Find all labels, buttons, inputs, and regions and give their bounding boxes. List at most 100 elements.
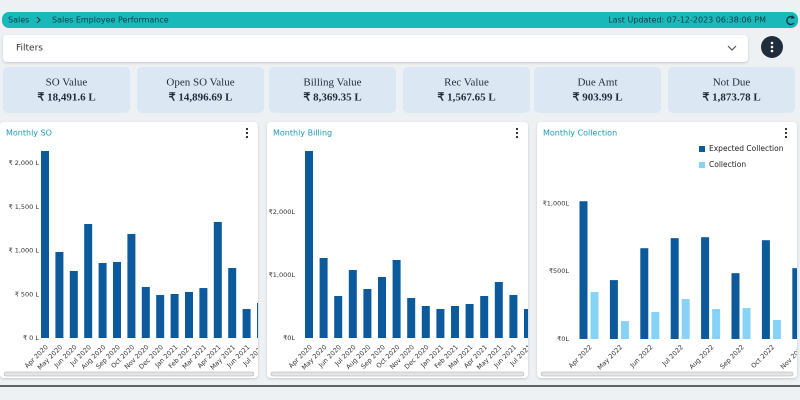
filters-chevron: [727, 45, 737, 51]
scrollbar[interactable]: [540, 371, 794, 377]
bar: [509, 294, 518, 338]
bar: [701, 237, 710, 339]
bar: [55, 251, 64, 338]
kpi-value: ₹ 1,873.78 L: [702, 92, 760, 104]
bar: [319, 257, 328, 338]
y-tick-label: ₹500L: [549, 267, 570, 275]
chart-menu[interactable]: [784, 127, 788, 131]
bar: [772, 320, 781, 339]
bar: [465, 303, 474, 338]
bar: [407, 297, 416, 338]
bar: [185, 291, 193, 338]
bar: [681, 299, 690, 339]
kpi-card: [403, 67, 530, 113]
bar: [494, 281, 503, 338]
scrollbar[interactable]: [270, 371, 525, 377]
legend-swatch: [699, 146, 705, 152]
chart-menu[interactable]: [784, 135, 788, 139]
chart-title: Monthly Collection: [543, 129, 617, 138]
chart-menu[interactable]: [245, 131, 249, 135]
kpi-label: Open SO Value: [166, 77, 234, 89]
kpi-label: Rec Value: [444, 77, 489, 89]
menu-button[interactable]: [761, 36, 783, 58]
y-tick-label: ₹2,000L: [269, 208, 296, 216]
bar: [213, 221, 222, 338]
chart-menu[interactable]: [515, 127, 519, 131]
bar: [199, 288, 208, 338]
bar: [579, 201, 588, 339]
bar: [480, 295, 489, 338]
bar: [670, 238, 679, 339]
chart-panel: [537, 122, 797, 378]
bar: [761, 240, 770, 339]
bar: [170, 293, 179, 338]
bar: [620, 321, 629, 339]
bar: [156, 295, 165, 338]
chart-row: Monthly SO ₹ 0 L ₹ 500 L ₹ 1,000 L ₹ 1,500 L…: [0, 122, 797, 378]
y-tick-label: ₹ 2,000 L: [9, 159, 40, 167]
scrollbar[interactable]: [3, 371, 255, 377]
bar: [305, 151, 313, 338]
kpi-card: [3, 67, 130, 113]
bar: [421, 305, 430, 338]
breadcrumb-separator: [36, 16, 41, 24]
y-tick-label: ₹ 1,500 L: [9, 203, 40, 211]
kpi-label: Not Due: [713, 77, 751, 89]
bar: [451, 305, 459, 338]
bar: [609, 280, 618, 339]
y-tick-label: ₹1,000L: [269, 271, 296, 279]
kpi-card: [269, 67, 396, 113]
bar: [113, 261, 121, 338]
chart-menu[interactable]: [245, 135, 249, 139]
legend-label[interactable]: Collection: [709, 160, 746, 169]
bar: [640, 248, 649, 339]
y-tick-label: ₹ 0 L: [23, 334, 39, 342]
kpi-card: [668, 67, 795, 113]
bar: [378, 277, 386, 338]
bar: [392, 260, 401, 338]
chart-menu[interactable]: [784, 131, 788, 135]
bar: [651, 311, 660, 339]
bar: [590, 292, 599, 339]
chart-menu[interactable]: [515, 135, 519, 139]
kpi-card: [137, 67, 264, 113]
bar: [98, 263, 107, 338]
bar: [242, 309, 251, 338]
bar: [363, 288, 372, 338]
kpi-card: [534, 67, 661, 113]
legend-label[interactable]: Expected Collection: [709, 144, 784, 153]
refresh-button[interactable]: [786, 15, 795, 26]
bar: [41, 151, 49, 338]
bar: [524, 309, 528, 338]
breadcrumb-page: Sales Employee Performance: [52, 16, 169, 25]
chart-menu[interactable]: [245, 127, 249, 131]
y-tick-label: ₹0L: [557, 335, 569, 343]
kpi-value: ₹ 14,896.69 L: [169, 92, 233, 104]
bar: [712, 309, 721, 339]
y-tick-label: ₹ 500 L: [15, 290, 40, 298]
legend-swatch: [699, 162, 705, 168]
header-bar: [2, 12, 798, 28]
bar: [69, 270, 78, 338]
bar: [84, 223, 93, 338]
y-tick-label: ₹1,000L: [543, 199, 570, 207]
chart-title: Monthly SO: [6, 129, 52, 138]
bar: [334, 295, 343, 338]
filters-bar[interactable]: [3, 35, 748, 62]
kpi-label: Due Amt: [577, 77, 617, 89]
chart-menu[interactable]: [515, 131, 519, 135]
kpi-label: SO Value: [46, 77, 88, 89]
filters-label: Filters: [16, 44, 43, 54]
bar: [436, 309, 445, 338]
bar: [348, 270, 357, 338]
bar: [731, 273, 740, 339]
breadcrumb-root[interactable]: Sales: [8, 16, 29, 25]
bar: [792, 268, 797, 339]
kpi-label: Billing Value: [303, 77, 361, 89]
chart-title: Monthly Billing: [273, 129, 332, 138]
last-updated: Last Updated: 07-12-2023 06:38:06 PM: [608, 16, 766, 25]
kpi-value: ₹ 903.99 L: [572, 92, 622, 104]
bar: [127, 233, 136, 338]
